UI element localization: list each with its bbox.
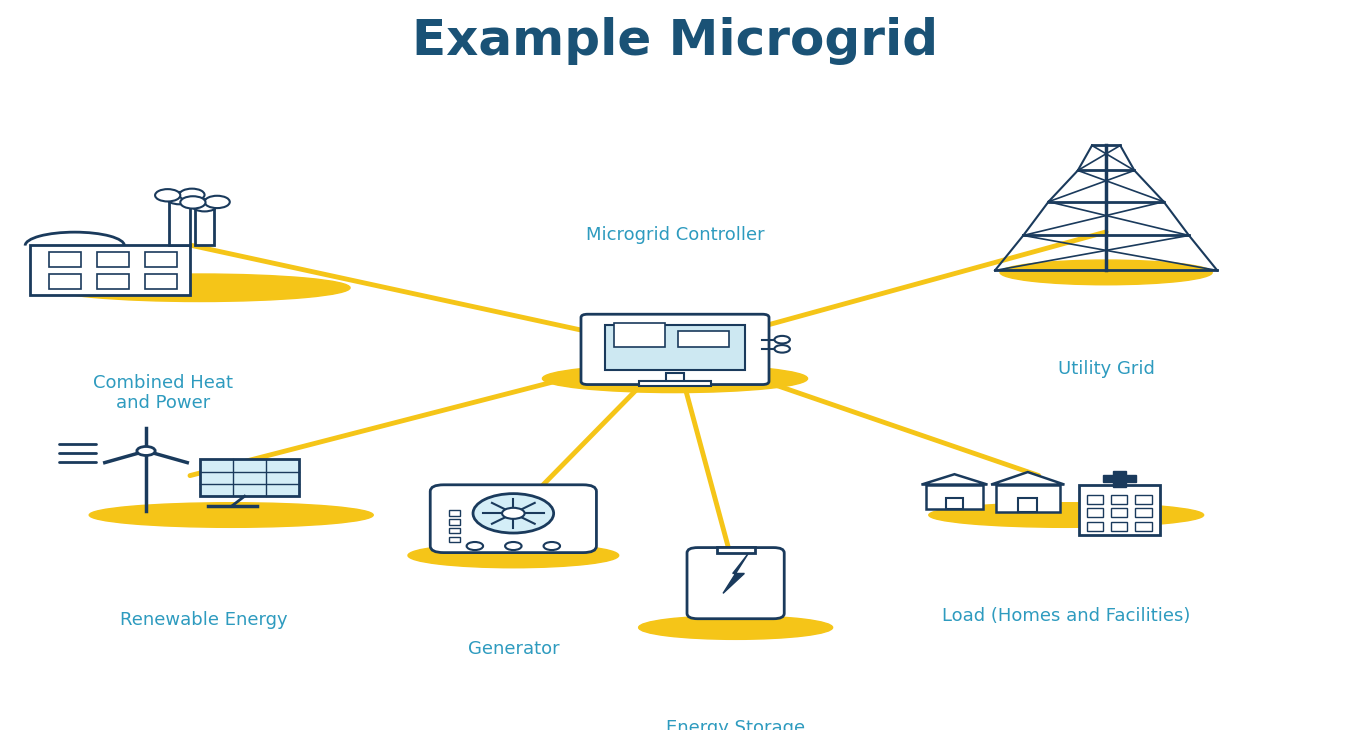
- Text: Combined Heat
and Power: Combined Heat and Power: [93, 374, 234, 412]
- Bar: [1018, 499, 1037, 512]
- Bar: [200, 459, 298, 496]
- Circle shape: [467, 542, 483, 550]
- Text: Renewable Energy: Renewable Energy: [120, 610, 288, 629]
- Bar: [926, 485, 983, 510]
- Bar: [717, 548, 755, 553]
- Polygon shape: [922, 474, 987, 485]
- Bar: [146, 274, 177, 289]
- Ellipse shape: [639, 615, 833, 639]
- Polygon shape: [991, 472, 1064, 485]
- Ellipse shape: [929, 503, 1204, 527]
- Ellipse shape: [408, 543, 618, 568]
- Text: Example Microgrid: Example Microgrid: [412, 17, 938, 65]
- Circle shape: [192, 199, 217, 212]
- Bar: [169, 201, 190, 245]
- Bar: [97, 274, 130, 289]
- Bar: [450, 510, 460, 515]
- FancyBboxPatch shape: [580, 314, 770, 385]
- Text: Microgrid Controller: Microgrid Controller: [586, 226, 764, 245]
- Bar: [450, 537, 460, 542]
- Circle shape: [505, 542, 521, 550]
- Circle shape: [472, 493, 554, 533]
- Bar: [450, 519, 460, 525]
- Circle shape: [205, 196, 230, 208]
- Polygon shape: [724, 553, 748, 593]
- Bar: [1111, 522, 1127, 531]
- FancyBboxPatch shape: [431, 485, 597, 553]
- Text: Load (Homes and Facilities): Load (Homes and Facilities): [941, 607, 1189, 626]
- Bar: [1079, 485, 1160, 534]
- Bar: [1135, 495, 1152, 504]
- Bar: [1087, 522, 1103, 531]
- Ellipse shape: [543, 364, 807, 393]
- Bar: [1087, 495, 1103, 504]
- FancyBboxPatch shape: [605, 325, 745, 369]
- Circle shape: [775, 345, 790, 353]
- Circle shape: [181, 196, 205, 209]
- Bar: [49, 274, 81, 289]
- Bar: [1111, 495, 1127, 504]
- Circle shape: [502, 508, 525, 519]
- Bar: [1135, 508, 1152, 517]
- Circle shape: [155, 189, 181, 201]
- Ellipse shape: [89, 503, 373, 527]
- Bar: [1103, 475, 1135, 483]
- Circle shape: [544, 542, 560, 550]
- Text: Generator: Generator: [467, 640, 559, 658]
- Circle shape: [180, 188, 205, 201]
- Circle shape: [775, 336, 790, 343]
- Text: Energy Storage: Energy Storage: [666, 719, 805, 730]
- Bar: [1112, 471, 1126, 487]
- Bar: [613, 323, 666, 347]
- Bar: [639, 381, 711, 386]
- Bar: [946, 498, 963, 510]
- Bar: [666, 372, 684, 383]
- FancyBboxPatch shape: [687, 548, 784, 619]
- Bar: [996, 485, 1060, 512]
- Circle shape: [136, 447, 155, 456]
- Bar: [1135, 522, 1152, 531]
- Bar: [450, 528, 460, 534]
- Bar: [30, 245, 190, 295]
- Circle shape: [166, 192, 192, 204]
- Bar: [678, 331, 729, 347]
- Bar: [1111, 508, 1127, 517]
- Bar: [1087, 508, 1103, 517]
- Bar: [146, 252, 177, 267]
- Ellipse shape: [50, 274, 350, 301]
- Bar: [194, 209, 215, 245]
- Bar: [49, 252, 81, 267]
- Ellipse shape: [1000, 260, 1212, 285]
- Text: Utility Grid: Utility Grid: [1057, 361, 1154, 378]
- Bar: [97, 252, 130, 267]
